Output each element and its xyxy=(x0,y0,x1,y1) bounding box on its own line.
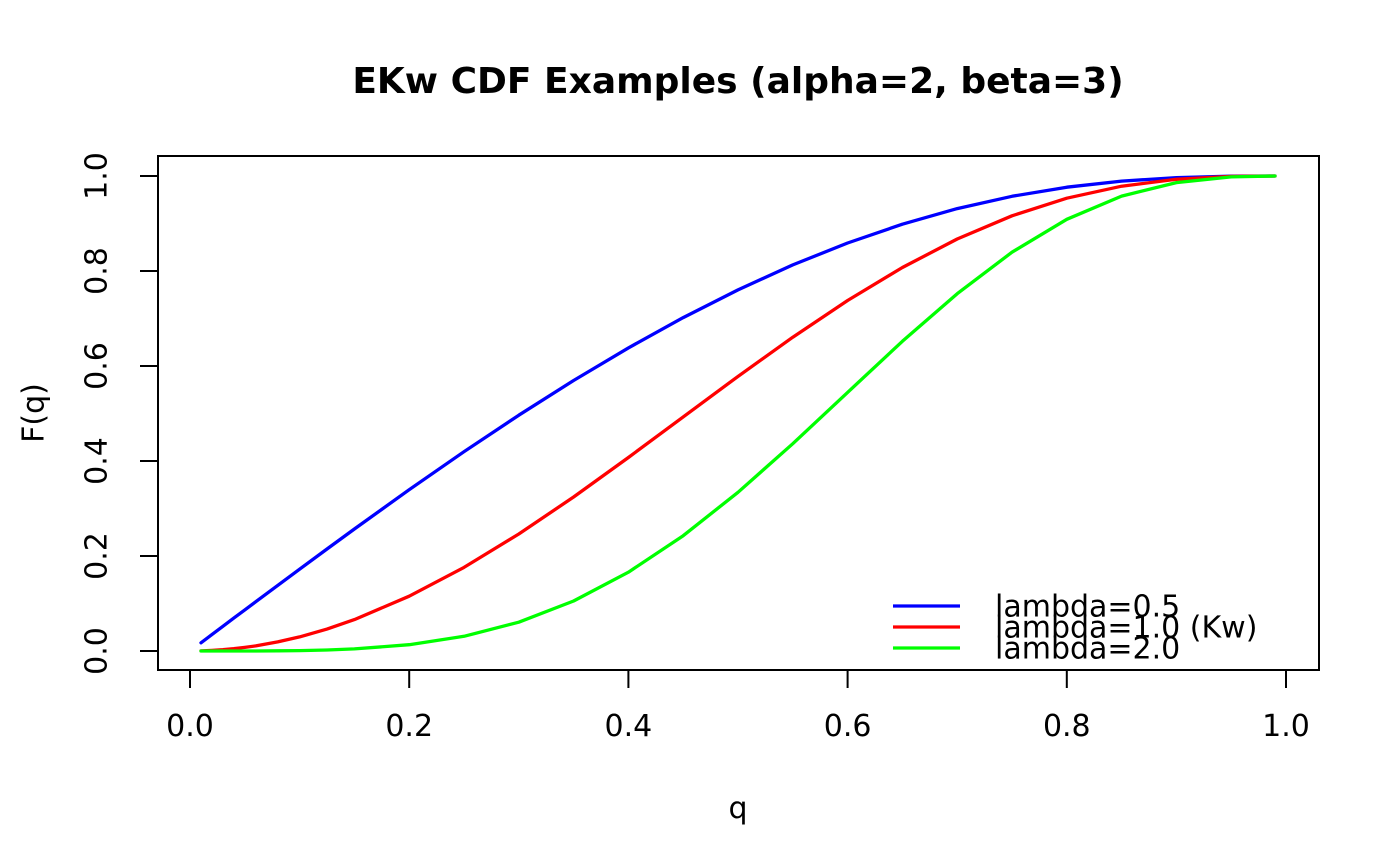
y-tick-label: 0.0 xyxy=(80,627,115,675)
y-axis-label: F(q) xyxy=(17,383,52,443)
legend-label: lambda=1.0 (Kw) xyxy=(995,611,1257,646)
x-tick-label: 0.4 xyxy=(605,709,653,744)
legend-label: lambda=0.5 xyxy=(995,590,1180,625)
curve-lambda-1.0-kw- xyxy=(199,174,1277,653)
y-tick-label: 0.6 xyxy=(80,342,115,390)
y-tick-label: 0.2 xyxy=(80,532,115,580)
chart-title: EKw CDF Examples (alpha=2, beta=3) xyxy=(352,61,1123,102)
legend-label: lambda=2.0 xyxy=(995,632,1180,667)
x-tick-label: 1.0 xyxy=(1262,709,1310,744)
y-tick-label: 0.8 xyxy=(80,247,115,295)
x-tick-label: 0.6 xyxy=(824,709,872,744)
curve-lambda-0.5 xyxy=(199,174,1277,645)
plot-box xyxy=(157,155,1320,671)
curve-lambda-2.0 xyxy=(199,174,1277,653)
x-tick-label: 0.2 xyxy=(385,709,433,744)
y-tick-label: 0.4 xyxy=(80,437,115,485)
y-axis: 0.0 0.2 0.4 0.6 0.8 1.0 xyxy=(80,152,158,675)
x-tick-label: 0.0 xyxy=(166,709,214,744)
x-axis-label: q xyxy=(728,791,747,826)
series-lines xyxy=(199,174,1277,653)
x-axis: 0.0 0.2 0.4 0.6 0.8 1.0 xyxy=(166,670,1310,744)
y-tick-label: 1.0 xyxy=(80,152,115,200)
x-tick-label: 0.8 xyxy=(1043,709,1091,744)
